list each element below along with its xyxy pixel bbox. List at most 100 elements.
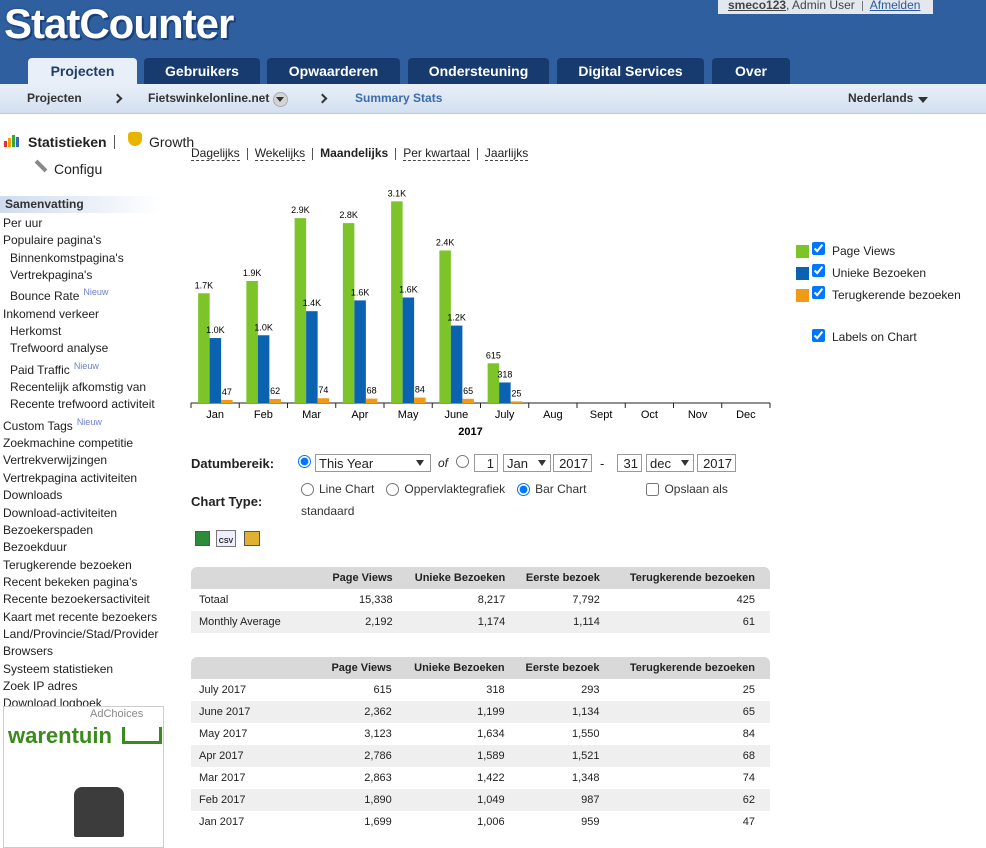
- date-input[interactable]: 2017: [553, 454, 592, 472]
- period-link[interactable]: Wekelijks: [254, 146, 306, 161]
- period-link[interactable]: Per kwartaal: [403, 146, 470, 161]
- period-link[interactable]: Jaarlijks: [484, 146, 529, 161]
- labels-toggle[interactable]: Labels on Chart: [832, 330, 917, 344]
- legend-checkbox[interactable]: [812, 286, 825, 299]
- menu-link[interactable]: Vertrekpagina's: [10, 268, 93, 283]
- logout-link[interactable]: Afmelden: [869, 0, 921, 12]
- menu-item[interactable]: Paid Traffic Nieuw: [0, 358, 190, 379]
- menu-item[interactable]: Land/Provincie/Stad/Provider: [0, 626, 190, 643]
- save-checkbox[interactable]: [646, 483, 660, 497]
- menu-link[interactable]: Bezoekduur: [3, 540, 68, 555]
- menu-link[interactable]: Inkomend verkeer: [3, 306, 100, 321]
- menu-link[interactable]: Bounce Rate: [10, 289, 80, 304]
- stats-link[interactable]: Statistieken: [28, 134, 107, 150]
- menu-item[interactable]: Bezoekerspaden: [0, 522, 190, 539]
- nav-tab[interactable]: Ondersteuning: [408, 58, 549, 84]
- menu-item[interactable]: Vertrekpagina's: [0, 267, 190, 284]
- labels-checkbox[interactable]: [812, 329, 825, 342]
- menu-item[interactable]: Recentelijk afkomstig van: [0, 379, 190, 396]
- nav-tab[interactable]: Opwaarderen: [267, 58, 400, 84]
- menu-link[interactable]: Binnenkomstpagina's: [10, 250, 124, 265]
- menu-item[interactable]: Zoekmachine competitie: [0, 435, 190, 452]
- menu-item[interactable]: Recente bezoekersactiviteit: [0, 591, 190, 608]
- logo[interactable]: StatCounter: [4, 0, 234, 47]
- nav-tab[interactable]: Gebruikers: [144, 58, 260, 84]
- export-pdf[interactable]: [244, 531, 260, 546]
- menu-item[interactable]: Recente trefwoord activiteit: [0, 396, 190, 413]
- menu-link[interactable]: Land/Provincie/Stad/Provider: [3, 626, 159, 641]
- legend-label[interactable]: Terugkerende bezoeken: [832, 288, 961, 302]
- ad-brand[interactable]: warentuin: [8, 723, 112, 748]
- nav-tab[interactable]: Over: [712, 58, 790, 84]
- chart-type-radio[interactable]: [517, 483, 531, 497]
- growth-link[interactable]: Growth: [149, 134, 195, 150]
- custom-radio[interactable]: [456, 455, 469, 468]
- chart-type-option[interactable]: Bar Chart: [535, 482, 587, 496]
- breadcrumb-item[interactable]: Projecten: [27, 91, 82, 105]
- month-select[interactable]: dec: [646, 454, 694, 472]
- menu-link[interactable]: Per uur: [3, 216, 43, 230]
- chart-type-radio[interactable]: [386, 483, 400, 497]
- dropdown-button[interactable]: [273, 92, 288, 107]
- menu-link[interactable]: Zoekmachine competitie: [3, 436, 134, 451]
- menu-item[interactable]: Systeem statistieken: [0, 661, 190, 678]
- menu-item[interactable]: Vertrekverwijzingen: [0, 452, 190, 469]
- menu-item[interactable]: Terugkerende bezoeken: [0, 557, 190, 574]
- menu-link[interactable]: Terugkerende bezoeken: [3, 557, 132, 572]
- menu-item[interactable]: Per uur: [0, 215, 190, 232]
- breadcrumb-item[interactable]: Fietswinkelonline.net: [148, 91, 270, 105]
- legend-checkbox[interactable]: [812, 242, 825, 255]
- menu-item[interactable]: Herkomst: [0, 323, 190, 340]
- language-select[interactable]: Nederlands: [848, 91, 914, 105]
- date-input[interactable]: 31: [617, 454, 642, 472]
- chart-type-option[interactable]: Oppervlaktegrafiek: [404, 482, 506, 496]
- menu-item[interactable]: Zoek IP adres: [0, 678, 190, 695]
- chart-type-radio[interactable]: [301, 483, 314, 497]
- range-select[interactable]: This Year: [315, 454, 431, 472]
- legend-label[interactable]: Unieke Bezoeken: [832, 266, 927, 280]
- config-link[interactable]: Configu: [54, 161, 103, 177]
- legend-checkbox[interactable]: [812, 264, 825, 277]
- range-radio[interactable]: [298, 455, 311, 468]
- ad-choices[interactable]: AdChoices: [90, 708, 144, 720]
- menu-item[interactable]: Recent bekeken pagina's: [0, 574, 190, 591]
- menu-link[interactable]: Kaart met recente bezoekers: [3, 609, 158, 624]
- menu-link[interactable]: Herkomst: [10, 324, 62, 339]
- menu-link[interactable]: Recentelijk afkomstig van: [10, 380, 147, 395]
- menu-link[interactable]: Download-activiteiten: [3, 505, 118, 520]
- menu-item[interactable]: Inkomend verkeer: [0, 306, 190, 323]
- export-csv[interactable]: CSV: [216, 530, 236, 547]
- menu-item[interactable]: Trefwoord analyse: [0, 340, 190, 357]
- menu-item[interactable]: Downloads: [0, 487, 190, 504]
- menu-link[interactable]: Bezoekerspaden: [3, 522, 94, 537]
- menu-link[interactable]: Paid Traffic: [10, 362, 70, 377]
- nav-tab[interactable]: Projecten: [28, 58, 137, 84]
- menu-link[interactable]: Trefwoord analyse: [10, 341, 109, 356]
- period-link[interactable]: Maandelijks: [320, 146, 389, 160]
- menu-item[interactable]: Bounce Rate Nieuw: [0, 284, 190, 305]
- month-select[interactable]: Jan: [503, 454, 551, 472]
- username[interactable]: smeco123: [728, 0, 787, 12]
- menu-link[interactable]: Browsers: [3, 644, 54, 659]
- period-link[interactable]: Dagelijks: [191, 146, 240, 161]
- menu-link[interactable]: Recent bekeken pagina's: [3, 574, 138, 589]
- menu-item[interactable]: Custom Tags Nieuw: [0, 414, 190, 435]
- menu-item[interactable]: Vertrekpagina activiteiten: [0, 470, 190, 487]
- nav-tab[interactable]: Digital Services: [557, 58, 704, 84]
- menu-item[interactable]: Populaire pagina's: [0, 232, 190, 249]
- menu-link[interactable]: Vertrekpagina activiteiten: [3, 470, 138, 485]
- save-default[interactable]: Opslaan als standaard: [301, 482, 728, 518]
- breadcrumb-item[interactable]: Summary Stats: [355, 91, 443, 105]
- export-xls[interactable]: [195, 531, 210, 546]
- chart-type-option[interactable]: Line Chart: [319, 482, 375, 496]
- menu-link[interactable]: Systeem statistieken: [3, 661, 114, 676]
- menu-link[interactable]: Zoek IP adres: [3, 678, 78, 693]
- menu-link[interactable]: Recente trefwoord activiteit: [10, 397, 155, 412]
- menu-link[interactable]: Vertrekverwijzingen: [3, 453, 108, 468]
- menu-item[interactable]: Browsers: [0, 643, 190, 660]
- menu-item[interactable]: Download-activiteiten: [0, 505, 190, 522]
- menu-link[interactable]: Downloads: [3, 488, 63, 503]
- menu-link[interactable]: Custom Tags: [3, 418, 73, 433]
- menu-link[interactable]: Populaire pagina's: [3, 233, 102, 248]
- date-input[interactable]: 1: [474, 454, 498, 472]
